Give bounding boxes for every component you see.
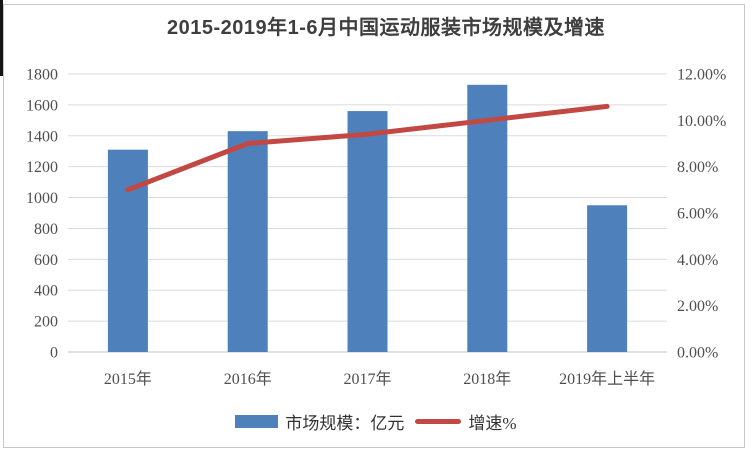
x-axis-category-label: 2015年 <box>104 370 152 388</box>
right-axis-tick-label: 6.00% <box>677 206 718 223</box>
x-axis-category-label: 2019年上半年 <box>559 370 655 388</box>
right-axis-tick-label: 4.00% <box>677 252 718 269</box>
legend-bar-label: 市场规模：亿元 <box>285 413 405 433</box>
legend-line-label: 增速% <box>468 413 517 433</box>
left-axis-tick-label: 600 <box>34 252 58 269</box>
bar-2019年上半年 <box>587 205 628 352</box>
x-axis-category-label: 2018年 <box>463 370 511 388</box>
left-edge-artifact <box>0 0 3 76</box>
bar-2018年 <box>467 84 508 353</box>
left-axis-tick-label: 1600 <box>26 97 58 114</box>
right-axis-tick-label: 2.00% <box>677 298 718 315</box>
right-axis-tick-label: 8.00% <box>677 159 718 176</box>
bar-2017年 <box>347 111 388 352</box>
right-axis-tick-label: 12.00% <box>677 67 726 84</box>
right-axis-tick-label: 10.00% <box>677 113 726 130</box>
left-axis-tick-label: 1800 <box>26 67 58 84</box>
left-axis-tick-label: 1000 <box>26 190 58 207</box>
chart-legend: 市场规模：亿元 增速% <box>0 407 752 435</box>
left-axis-tick-label: 200 <box>34 314 58 331</box>
left-axis-tick-label: 1200 <box>26 159 58 176</box>
right-axis-tick-label: 0.00% <box>677 345 718 362</box>
left-axis-tick-label: 800 <box>34 221 58 238</box>
bar-2015年 <box>107 149 148 352</box>
x-axis-category-label: 2017年 <box>343 370 391 388</box>
legend-bar-swatch <box>235 414 279 428</box>
legend-line-swatch <box>415 418 462 424</box>
x-axis-category-label: 2016年 <box>224 370 272 388</box>
left-axis-tick-label: 0 <box>50 345 58 362</box>
chart-title: 2015-2019年1-6月中国运动服装市场规模及增速 <box>166 17 606 39</box>
bar-2016年 <box>227 131 268 352</box>
left-axis-tick-label: 400 <box>34 283 58 300</box>
growth-rate-line <box>125 103 610 193</box>
left-axis-tick-label: 1400 <box>26 128 58 145</box>
